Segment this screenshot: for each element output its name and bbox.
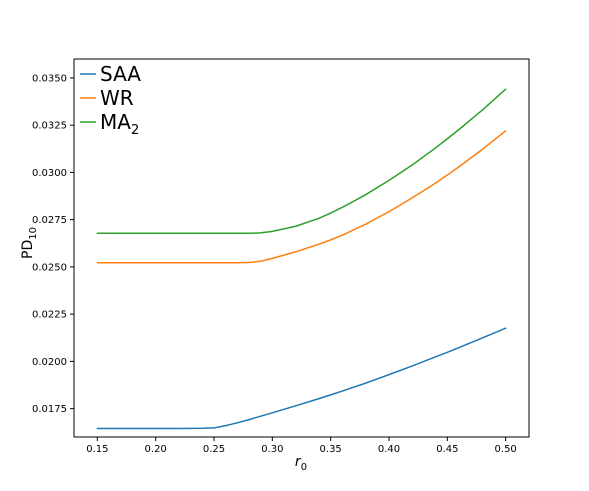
x-tick-label: 0.30 [261,444,283,455]
y-tick-label: 0.0325 [32,121,67,132]
x-tick-label: 0.35 [320,444,342,455]
legend-label-saa: SAA [100,62,141,86]
x-tick-label: 0.15 [86,444,108,455]
y-tick-label: 0.0350 [32,73,67,84]
series-line-wr [96,130,507,264]
plot-lines [96,88,507,430]
x-tick-label: 0.40 [378,444,400,455]
x-tick-label: 0.25 [203,444,225,455]
y-tick-label: 0.0175 [32,404,67,415]
x-tick-label: 0.50 [495,444,517,455]
plot-frame [73,58,530,438]
legend-label-wr: WR [100,86,134,110]
y-axis: 0.0175 0.0200 0.0225 0.0250 0.0275 0.0300 0.03… [32,73,74,415]
x-axis-label: r0 [295,454,307,473]
legend-label-ma: MA2 [100,110,139,138]
y-tick-label: 0.0200 [32,357,67,368]
series-line-saa [96,327,507,430]
y-tick-label: 0.0300 [32,168,67,179]
x-tick-label: 0.45 [436,444,458,455]
x-tick-label: 0.20 [145,444,167,455]
y-tick-label: 0.0225 [32,310,67,321]
x-axis: 0.15 0.20 0.25 0.30 0.35 0.40 0.45 0.50 [86,437,517,455]
y-axis-label: PD10 [20,227,39,259]
y-tick-label: 0.0250 [32,262,67,273]
series-line-ma [96,88,507,235]
y-tick-label: 0.0275 [32,215,67,226]
